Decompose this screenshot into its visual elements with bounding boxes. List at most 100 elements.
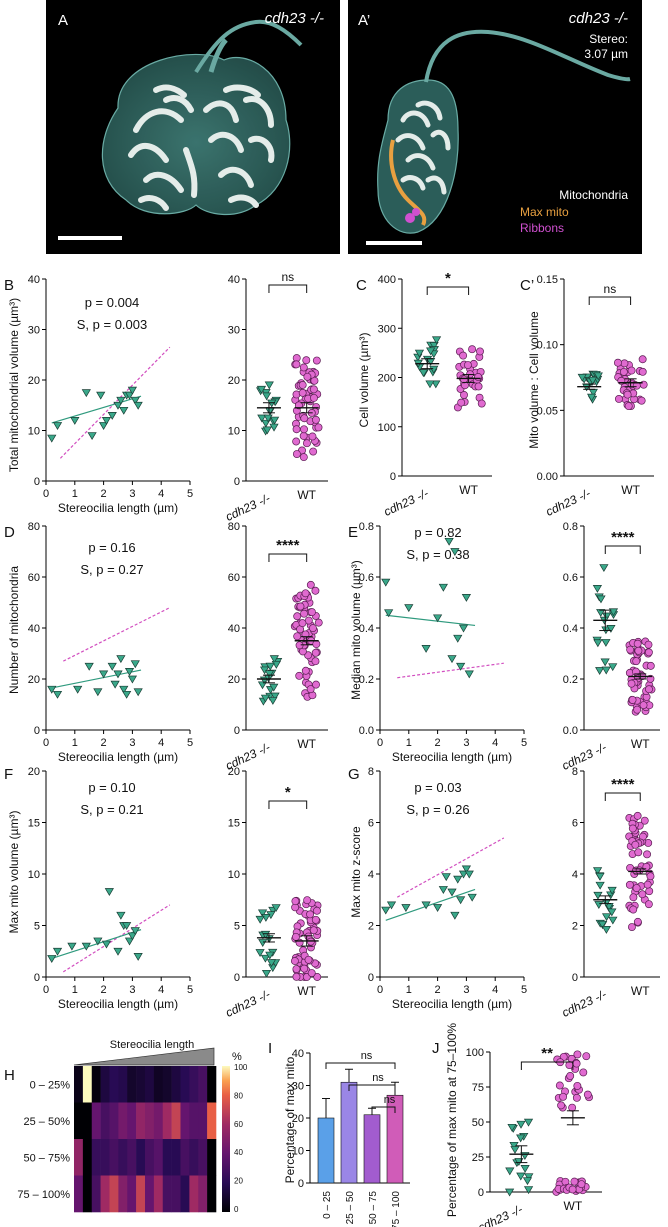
wt-point <box>633 639 642 648</box>
scatter-y-tick-label: 10 <box>28 869 40 881</box>
heatmap-cell <box>127 1066 137 1103</box>
group-y-tick-label: 0.8 <box>563 521 578 533</box>
heatmap-cell <box>127 1175 137 1213</box>
group-y-tick-label: 50 <box>472 1117 484 1129</box>
mutant-point <box>596 595 606 604</box>
significance-bracket <box>588 296 632 305</box>
mutant-point <box>260 954 271 963</box>
mutant-point <box>101 940 112 949</box>
wt-point <box>304 955 313 964</box>
wt-point <box>314 423 323 432</box>
panel-letter: J <box>432 1040 440 1057</box>
wt-point <box>629 893 638 902</box>
wt-point <box>459 351 468 360</box>
wt-point <box>313 973 322 981</box>
mutant-point <box>606 625 616 633</box>
mutant-point <box>119 406 129 415</box>
heatmap-cell <box>189 1102 199 1140</box>
wt-point <box>300 425 308 434</box>
mutant-point <box>595 881 605 890</box>
photo-title-a-prime: cdh23 -/- <box>568 10 628 27</box>
x-tick-label: 5 <box>187 737 193 749</box>
y-axis-label: Max mito volume (µm³) <box>7 811 21 934</box>
p-value: p = 0.82 <box>414 525 461 540</box>
colorbar-tick-label: 0 <box>234 1205 239 1214</box>
group-y-tick-label: 4 <box>572 869 578 881</box>
bar-y-tick-label: 30 <box>292 1081 304 1093</box>
bar-y-tick-label: 0 <box>298 1178 304 1190</box>
significance-bracket <box>268 800 308 809</box>
bar-category-label: 25 – 50 <box>345 1191 356 1225</box>
mutant-point <box>104 888 114 897</box>
mutant-point <box>608 916 618 925</box>
panel-letter: G <box>348 766 360 783</box>
mutant-point <box>270 692 280 701</box>
wt-point <box>299 432 308 440</box>
heatmap-cell <box>74 1139 84 1176</box>
mutant-point <box>404 604 414 613</box>
mutant-point <box>523 1186 534 1195</box>
wt-point <box>627 679 636 688</box>
mutant-point <box>113 401 123 410</box>
significance-label: **** <box>611 776 635 793</box>
x-tick-label: 1 <box>72 737 78 749</box>
wt-point <box>623 390 632 399</box>
p-value: p = 0.004 <box>85 295 140 310</box>
scatter-y-tick-label: 0.8 <box>359 521 374 533</box>
wt-point <box>302 356 311 365</box>
heatmap-cell <box>171 1066 181 1103</box>
x-tick-label: 1 <box>72 984 78 996</box>
heatmap-cell <box>145 1066 155 1103</box>
mutant-point <box>110 680 120 689</box>
stereocilia-length-wedge <box>73 1047 215 1066</box>
heatmap-cell <box>162 1175 172 1213</box>
heatmap-cell <box>100 1175 110 1213</box>
heatmap-cell <box>91 1066 101 1103</box>
bar <box>317 1117 335 1184</box>
mutant-point <box>84 662 94 671</box>
group-y-tick-label: 0.00 <box>537 471 558 483</box>
x-tick-label: 3 <box>129 984 135 996</box>
mutant-point <box>447 655 457 664</box>
mutant-point <box>432 904 443 912</box>
bar-y-tick-label: 10 <box>292 1146 304 1158</box>
wt-point <box>299 363 308 372</box>
mutant-point <box>73 685 83 694</box>
mutant-point <box>381 578 391 587</box>
y-axis-label: Mito volume : Cell volume <box>527 311 541 449</box>
mutant-point <box>444 537 454 546</box>
mutant-point <box>96 391 106 400</box>
mutant-point <box>425 380 435 389</box>
mutant-point <box>595 667 605 675</box>
x-label-wt: WT <box>459 483 478 497</box>
wt-point <box>644 640 653 649</box>
group-y-tick-label: 0.4 <box>563 623 578 635</box>
mutant-point <box>269 683 279 692</box>
heatmap-cell <box>145 1102 155 1140</box>
mutant-point <box>124 937 135 946</box>
stereo-value: 3.07 µm <box>584 47 628 61</box>
mutant-point <box>127 386 138 395</box>
mutant-point <box>47 955 57 963</box>
mutant-point <box>429 365 439 374</box>
wt-point <box>474 382 483 391</box>
y-axis-label: Max mito z-score <box>349 826 363 918</box>
heatmap-cell <box>162 1066 172 1103</box>
wt-point <box>633 811 642 820</box>
group-y-tick-label: 0 <box>478 1187 484 1199</box>
mutant-point <box>447 888 457 897</box>
mutant-point <box>601 926 611 934</box>
x-tick-label: 1 <box>406 737 412 749</box>
mutant-point <box>586 393 597 402</box>
wt-point <box>627 923 636 931</box>
mutant-point <box>592 585 603 593</box>
scatter-y-tick-label: 8 <box>368 766 374 778</box>
scatter-y-tick-label: 80 <box>28 521 40 533</box>
group-y-tick-label: 100 <box>378 422 396 434</box>
wt-point <box>302 439 311 448</box>
mutant-point <box>260 666 270 675</box>
mutant-point <box>464 670 474 679</box>
heatmap-cell <box>145 1139 155 1176</box>
scatter-y-tick-label: 0 <box>34 725 40 737</box>
group-y-tick-label: 10 <box>228 869 240 881</box>
